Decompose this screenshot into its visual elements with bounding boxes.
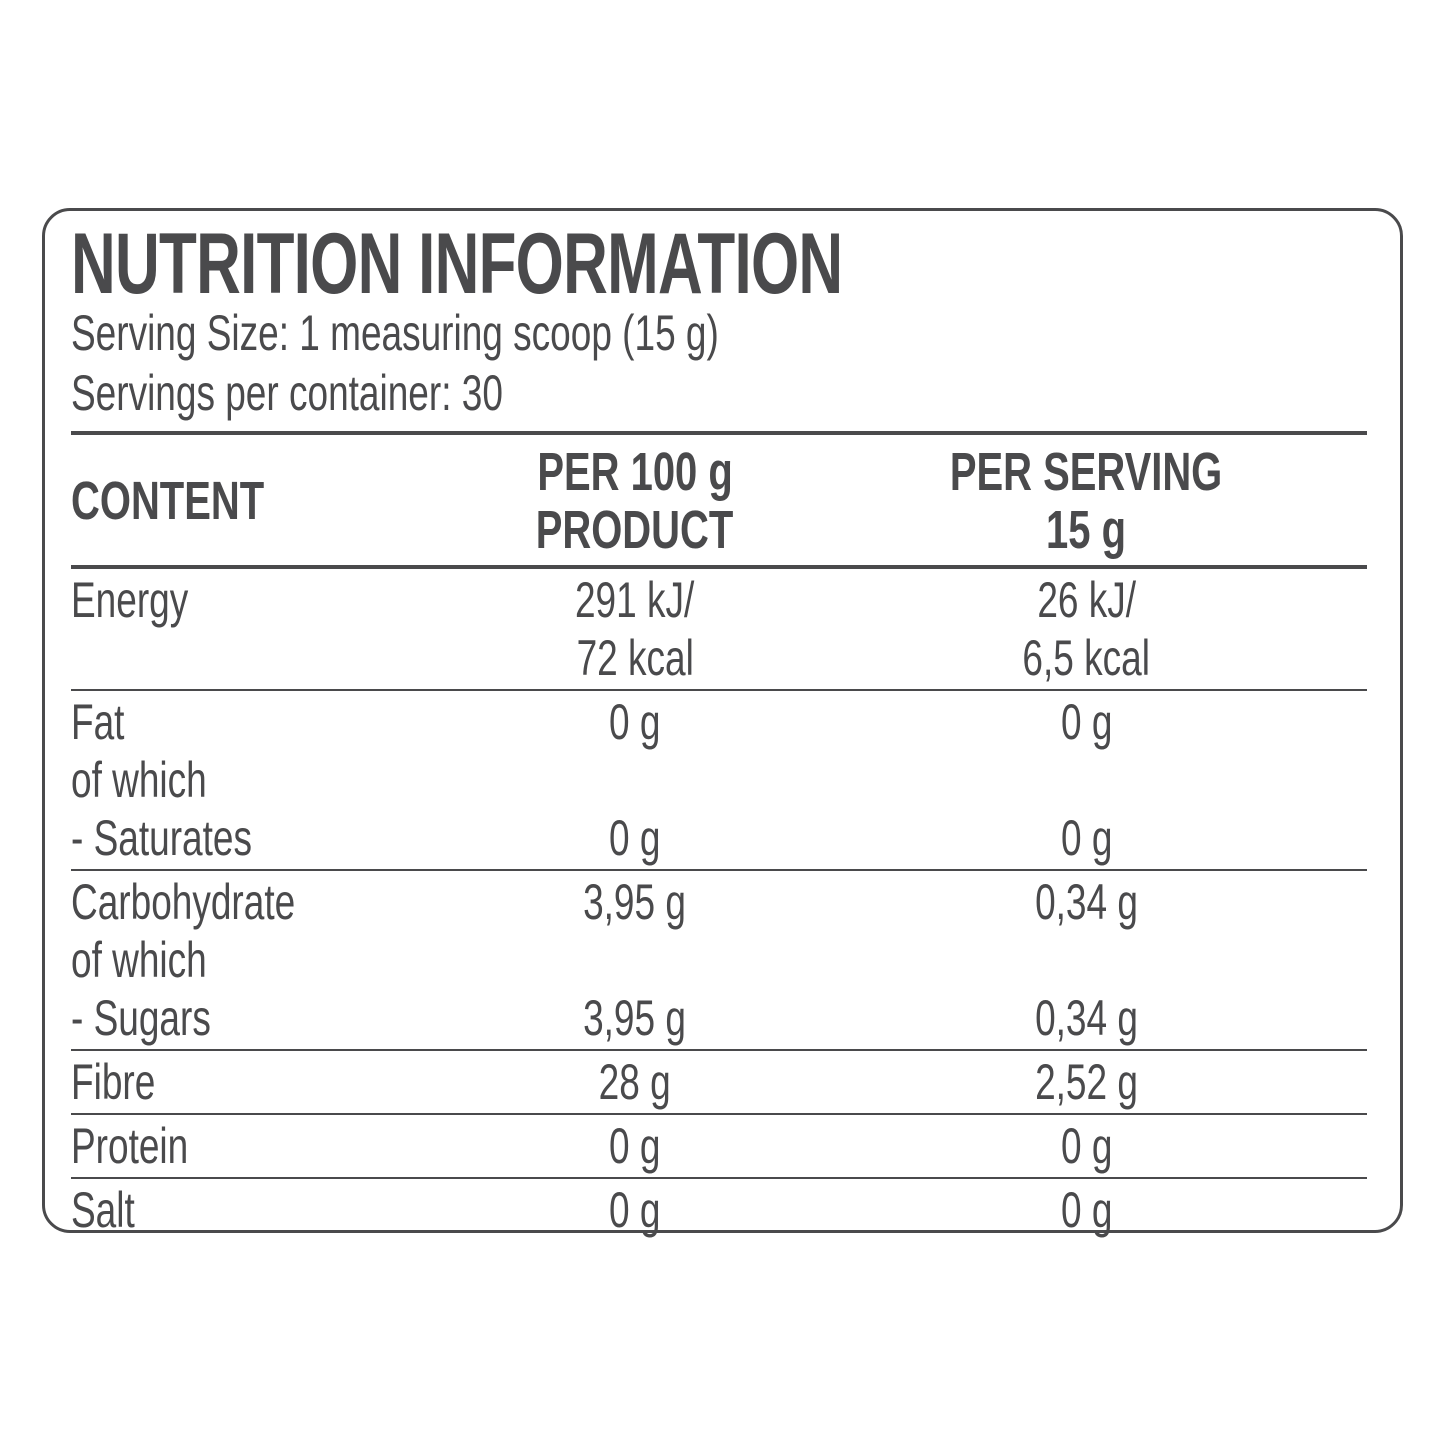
row-value-per-serving: 0,34 g [1034, 874, 1138, 930]
nutrition-label-box: NUTRITION INFORMATION Serving Size: 1 me… [42, 208, 1403, 1238]
table-row-fat: Fat 0 g 0 g [71, 693, 1367, 751]
table-group-carbohydrate: Carbohydrate 3,95 g 0,34 g of which - Su… [71, 871, 1367, 1051]
row-label: Salt [71, 1182, 135, 1238]
row-value-per100: 0 g [609, 694, 661, 750]
table-header-row: CONTENT PER 100 g PRODUCT PER SERVING 15… [71, 431, 1367, 565]
nutrition-title: NUTRITION INFORMATION [71, 216, 1367, 312]
row-value-per-serving: 0 g [1060, 810, 1112, 866]
row-value-per100: 291 kJ/ 72 kcal [575, 572, 695, 686]
table-row-energy: Energy 291 kJ/ 72 kcal 26 kJ/ 6,5 kcal [71, 569, 1367, 691]
row-value-per100: 3,95 g [583, 874, 687, 930]
row-label: Fibre [71, 1054, 156, 1110]
table-group-fat: Fat 0 g 0 g of which - Saturates 0 g 0 g [71, 691, 1367, 871]
servings-per-container-line: Servings per container: 30 [71, 365, 503, 421]
row-value-per-serving: 0,34 g [1034, 990, 1138, 1046]
header-content: CONTENT [71, 471, 265, 531]
row-value-per100: 0 g [609, 1182, 661, 1238]
table-row-of-which-carbohydrate: of which [71, 931, 1367, 989]
row-value-per-serving: 0 g [1060, 1182, 1112, 1238]
row-value-per100: 0 g [609, 810, 661, 866]
table-row-fibre: Fibre 28 g 2,52 g [71, 1051, 1367, 1115]
table-row-carbohydrate: Carbohydrate 3,95 g 0,34 g [71, 873, 1367, 931]
row-value-per-serving: 0 g [1060, 1118, 1112, 1174]
table-row-salt: Salt 0 g 0 g [71, 1179, 1367, 1241]
table-row-protein: Protein 0 g 0 g [71, 1115, 1367, 1179]
row-value-per-serving: 26 kJ/ 6,5 kcal [1022, 572, 1151, 686]
row-value-per-serving: 0 g [1060, 694, 1112, 750]
nutrition-table: CONTENT PER 100 g PRODUCT PER SERVING 15… [71, 431, 1367, 1241]
serving-size-line: Serving Size: 1 measuring scoop (15 g) [71, 305, 719, 361]
row-label: of which [71, 752, 207, 808]
row-label: Fat [71, 694, 125, 750]
table-row-sugars: - Sugars 3,95 g 0,34 g [71, 989, 1367, 1047]
header-per-serving: PER SERVING 15 g [950, 442, 1223, 560]
row-label: - Saturates [71, 810, 252, 866]
row-label: Protein [71, 1118, 189, 1174]
table-row-saturates: - Saturates 0 g 0 g [71, 809, 1367, 867]
row-label: Carbohydrate [71, 874, 296, 930]
row-value-per100: 0 g [609, 1118, 661, 1174]
header-per-100g: PER 100 g PRODUCT [535, 442, 734, 560]
row-value-per100: 3,95 g [583, 990, 687, 1046]
row-label: Energy [71, 572, 189, 628]
row-value-per-serving: 2,52 g [1034, 1054, 1138, 1110]
nutrition-title-text: NUTRITION INFORMATION [71, 216, 843, 312]
table-row-of-which-fat: of which [71, 751, 1367, 809]
row-label: of which [71, 932, 207, 988]
row-label: - Sugars [71, 990, 211, 1046]
row-value-per100: 28 g [598, 1054, 671, 1110]
table-body: Energy 291 kJ/ 72 kcal 26 kJ/ 6,5 kcal [71, 565, 1367, 1241]
